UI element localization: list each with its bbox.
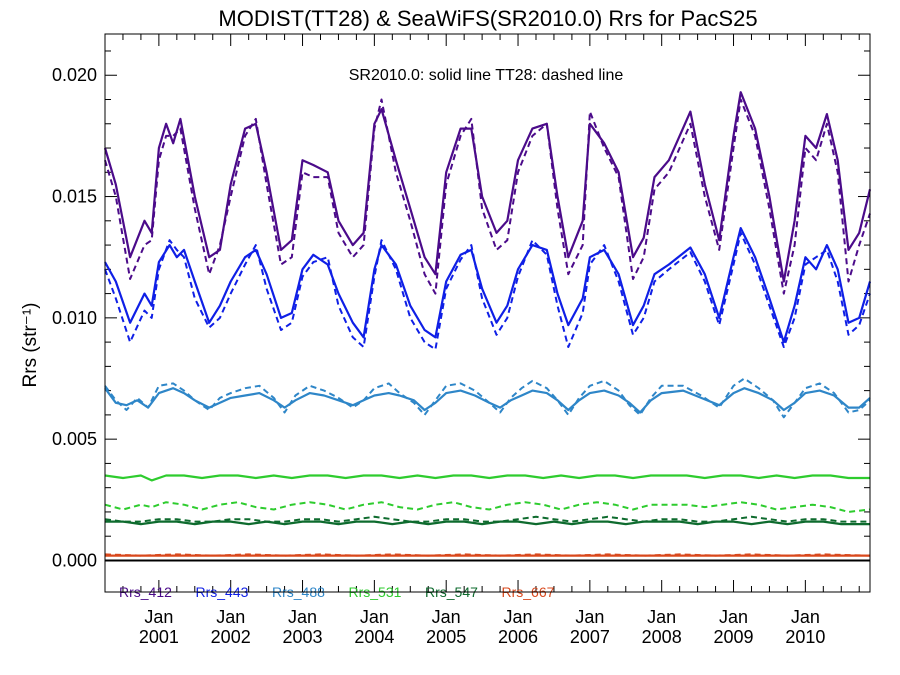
y-tick-label: 0.005 xyxy=(52,429,97,449)
series-rrs-412-solid xyxy=(103,91,872,283)
x-tick-month: Jan xyxy=(575,607,604,627)
x-tick-month: Jan xyxy=(791,607,820,627)
x-tick-month: Jan xyxy=(504,607,533,627)
x-tick-year: 2009 xyxy=(713,627,753,647)
series-rrs-412-dashed xyxy=(104,98,871,295)
y-tick-label: 0.010 xyxy=(52,308,97,328)
x-tick-year: 2008 xyxy=(642,627,682,647)
x-tick-year: 2007 xyxy=(570,627,610,647)
x-tick-month: Jan xyxy=(360,607,389,627)
line-style-annotation: SR2010.0: solid line TT28: dashed line xyxy=(349,67,624,84)
x-tick-year: 2001 xyxy=(139,627,179,647)
series-rrs-531-solid xyxy=(104,474,870,482)
x-tick-year: 2004 xyxy=(354,627,394,647)
x-tick-year: 2010 xyxy=(785,627,825,647)
chart-title: MODIST(TT28) & SeaWiFS(SR2010.0) Rrs for… xyxy=(218,6,757,31)
series-rrs-547-dashed xyxy=(104,515,870,523)
x-tick-month: Jan xyxy=(647,607,676,627)
series-rrs-531-dashed xyxy=(104,501,871,513)
x-tick-month: Jan xyxy=(216,607,245,627)
y-axis-label: Rrs (str⁻¹) xyxy=(20,303,41,388)
series-rrs-488-dashed xyxy=(104,377,871,419)
x-tick-month: Jan xyxy=(288,607,317,627)
series-rrs-547-solid xyxy=(105,520,870,526)
y-tick-label: 0.020 xyxy=(52,65,97,85)
y-tick-label: 0.015 xyxy=(52,187,97,207)
x-tick-year: 2003 xyxy=(283,627,323,647)
series-rrs-443-dashed xyxy=(104,231,871,351)
plot-frame xyxy=(104,33,871,593)
x-tick-year: 2005 xyxy=(426,627,466,647)
x-tick-month: Jan xyxy=(432,607,461,627)
x-tick-month: Jan xyxy=(144,607,173,627)
x-tick-year: 2006 xyxy=(498,627,538,647)
series-rrs-488-solid xyxy=(104,387,871,414)
axes-layer: 0.0000.0050.0100.0150.020Jan2001Jan2002J… xyxy=(52,34,870,647)
series-rrs-443-solid xyxy=(104,227,872,344)
x-tick-month: Jan xyxy=(719,607,748,627)
x-tick-year: 2002 xyxy=(211,627,251,647)
series-layer xyxy=(103,91,872,557)
y-tick-label: 0.000 xyxy=(52,550,97,570)
